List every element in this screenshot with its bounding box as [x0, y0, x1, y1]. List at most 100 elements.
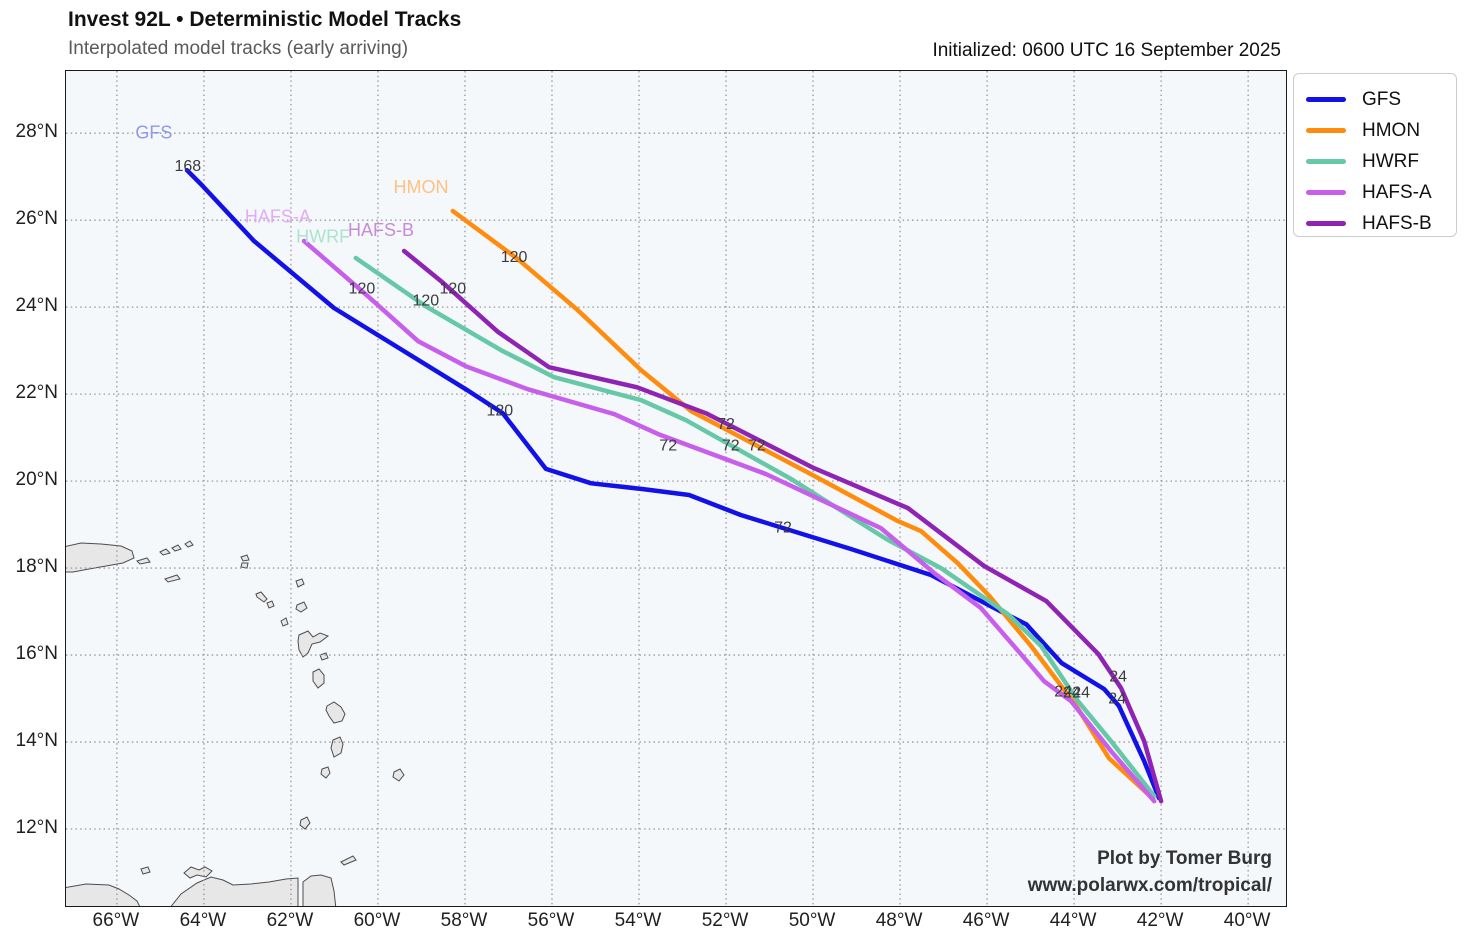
y-tick-label: 22°N — [15, 382, 58, 404]
land-island — [164, 574, 181, 583]
land-island — [240, 554, 250, 562]
track-hwrf — [353, 255, 1157, 799]
legend: GFS HMON HWRF HAFS-A HAFS-B — [1293, 73, 1457, 237]
x-tick-label: 48°W — [875, 910, 923, 931]
hour-label-72-hafs-b: 72 — [717, 416, 735, 433]
legend-label: HAFS-B — [1362, 213, 1432, 234]
land-island — [295, 578, 305, 588]
legend-item-hafs-a: HAFS-A — [1306, 177, 1456, 208]
track-hafs-b — [401, 248, 1164, 804]
x-tick-label: 58°W — [440, 910, 488, 931]
attribution-author: Plot by Tomer Burg — [1097, 848, 1272, 869]
land-island — [319, 652, 329, 661]
hour-label-168-gfs: 168 — [174, 158, 201, 175]
model-name-label-hafs-a: HAFS-A — [245, 206, 311, 226]
land-island — [392, 768, 405, 782]
land-island — [255, 591, 268, 603]
land-island — [325, 701, 346, 724]
x-tick-label: 40°W — [1223, 910, 1271, 931]
y-tick-label: 16°N — [15, 643, 58, 665]
hour-label-120-hafs-b: 120 — [439, 281, 466, 298]
hour-label-24-gfs: 24 — [1108, 691, 1126, 708]
legend-label: GFS — [1362, 89, 1402, 110]
land-island — [299, 816, 311, 830]
hour-label-72-hmon: 72 — [748, 438, 766, 455]
legend-item-hwrf: HWRF — [1306, 146, 1456, 177]
land-island — [330, 736, 344, 758]
attribution-url: www.polarwx.com/tropical/ — [1027, 875, 1272, 896]
hour-label-72-hafs-a: 72 — [659, 438, 677, 455]
legend-swatch-hafs-a — [1306, 190, 1346, 195]
land-island — [170, 876, 299, 906]
x-tick-label: 50°W — [788, 910, 836, 931]
legend-label: HAFS-A — [1362, 182, 1432, 203]
hour-label-72-hwrf: 72 — [722, 438, 740, 455]
y-tick-label: 24°N — [15, 295, 58, 317]
y-tick-label: 14°N — [15, 730, 58, 752]
legend-swatch-hmon — [1306, 128, 1346, 133]
x-tick-label: 66°W — [92, 910, 140, 931]
model-name-label-gfs: GFS — [135, 122, 172, 142]
land-island — [240, 562, 249, 569]
land-island — [66, 883, 141, 906]
land-island — [136, 557, 151, 565]
x-tick-label: 56°W — [527, 910, 575, 931]
land-island — [66, 542, 135, 573]
x-tick-label: 64°W — [179, 910, 227, 931]
land-island — [266, 600, 275, 609]
land-island — [340, 855, 357, 866]
x-tick-label: 44°W — [1049, 910, 1097, 931]
legend-item-hafs-b: HAFS-B — [1306, 208, 1456, 239]
hour-label-120-hmon: 120 — [501, 249, 528, 266]
y-tick-label: 12°N — [15, 817, 58, 839]
legend-swatch-gfs — [1306, 97, 1346, 102]
hour-label-24-hafs-a: 24 — [1072, 685, 1090, 702]
legend-item-gfs: GFS — [1306, 84, 1456, 115]
y-tick-label: 20°N — [15, 469, 58, 491]
land-island — [159, 548, 171, 556]
hour-label-24-hmon: 24 — [1054, 684, 1072, 701]
hour-label-24-hwrf: 24 — [1063, 685, 1081, 702]
x-tick-label: 54°W — [614, 910, 662, 931]
y-tick-label: 26°N — [15, 208, 58, 230]
x-tick-label: 60°W — [353, 910, 401, 931]
hour-label-120-hafs-a: 120 — [349, 281, 376, 298]
page-subtitle: Interpolated model tracks (early arrivin… — [68, 38, 409, 59]
map-plot-area: 168 120 120 120 120 120 72 72 72 72 72 24 24 24 24 24 GF… — [65, 70, 1287, 907]
track-hmon — [450, 208, 1156, 802]
land-island — [297, 630, 330, 658]
land-island — [302, 874, 337, 906]
land-island — [183, 866, 213, 879]
hour-label-72-gfs: 72 — [774, 520, 792, 537]
legend-label: HMON — [1362, 120, 1421, 141]
y-tick-label: 18°N — [15, 556, 58, 578]
model-name-label-hmon: HMON — [394, 177, 449, 197]
x-tick-label: 46°W — [962, 910, 1010, 931]
y-tick-label: 28°N — [15, 121, 58, 143]
land-island — [184, 540, 194, 548]
hour-label-24-hafs-b: 24 — [1109, 668, 1127, 685]
model-name-label-hwrf: HWRF — [296, 226, 350, 246]
land-island — [312, 668, 325, 689]
hour-label-120-gfs: 120 — [486, 403, 513, 420]
track-hafs-a — [301, 238, 1157, 804]
land-island — [140, 866, 151, 875]
hour-label-120-hwrf: 120 — [412, 293, 439, 310]
legend-label: HWRF — [1362, 151, 1419, 172]
legend-swatch-hafs-b — [1306, 221, 1346, 226]
model-name-label-hafs-b: HAFS-B — [348, 220, 414, 240]
initialization-time: Initialized: 0600 UTC 16 September 2025 — [932, 40, 1281, 61]
land-island — [295, 601, 308, 613]
x-tick-label: 62°W — [266, 910, 314, 931]
legend-swatch-hwrf — [1306, 159, 1346, 164]
land-island — [171, 544, 182, 552]
track-gfs — [184, 167, 1162, 801]
page-title: Invest 92L • Deterministic Model Tracks — [68, 8, 462, 31]
legend-item-hmon: HMON — [1306, 115, 1456, 146]
x-tick-label: 52°W — [701, 910, 749, 931]
x-tick-label: 42°W — [1136, 910, 1184, 931]
land-island — [320, 766, 331, 779]
land-island — [280, 617, 289, 627]
